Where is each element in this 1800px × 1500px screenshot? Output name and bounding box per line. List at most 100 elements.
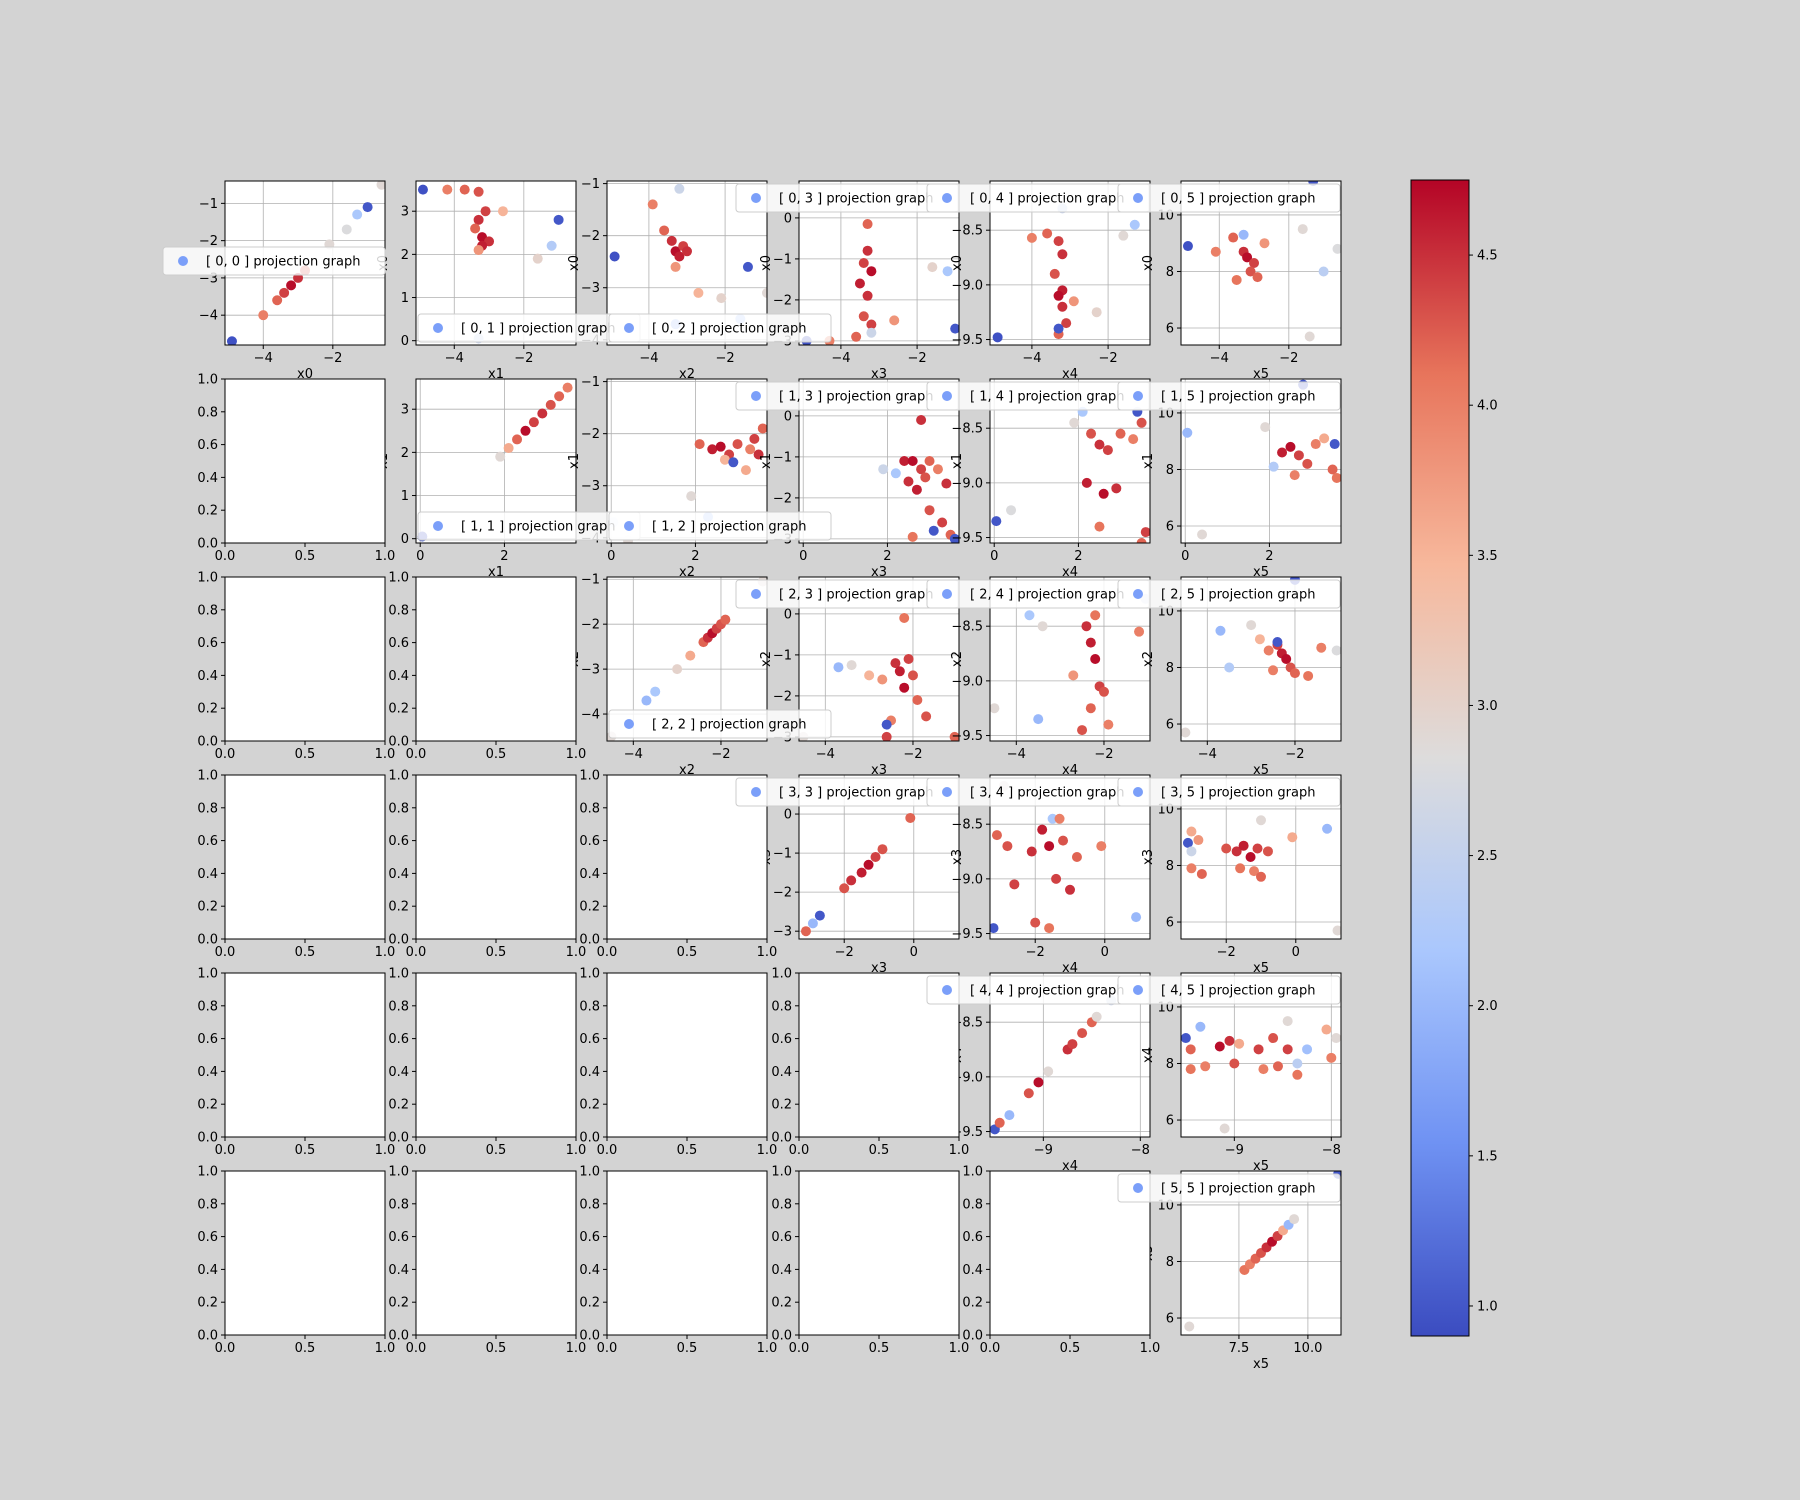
- scatter-point: [1262, 846, 1273, 857]
- scatter-point: [858, 258, 869, 268]
- scatter-point: [226, 336, 237, 345]
- scatter-point: [1004, 1110, 1015, 1121]
- y-axis-label: x0: [950, 255, 965, 271]
- scatter-point: [990, 703, 1000, 714]
- scatter-point: [807, 918, 818, 929]
- y-tick-label: 0.8: [579, 1197, 600, 1212]
- x-axis-label: x3: [871, 763, 887, 778]
- y-tick-label: 0.4: [388, 867, 409, 882]
- y-tick-label: 0.6: [771, 1230, 792, 1245]
- x-tick-label: −9: [1225, 1143, 1244, 1158]
- y-axis-label: x1: [950, 453, 965, 469]
- scatter-point: [362, 202, 373, 213]
- y-tick-label: 0.8: [388, 999, 409, 1014]
- scatter-point: [532, 253, 543, 264]
- y-tick-label: −1: [773, 252, 792, 267]
- x-tick-label: 1.0: [949, 1143, 970, 1158]
- scatter-point: [1195, 1021, 1206, 1032]
- scatter-points: [1182, 181, 1341, 342]
- scatter-point: [991, 516, 1002, 527]
- scatter-point: [1326, 1052, 1337, 1063]
- scatter-point: [1065, 884, 1075, 895]
- x-tick-label: −4: [831, 351, 850, 366]
- x-tick-label: 0.0: [789, 1143, 810, 1158]
- axes-frame: [989, 378, 1151, 544]
- plot-area: [416, 577, 576, 741]
- x-tick-label: 1.0: [1140, 1341, 1161, 1356]
- scatter-point: [1302, 458, 1313, 469]
- scatter-point: [932, 464, 943, 475]
- scatter-point: [1256, 815, 1266, 826]
- scatter-point: [1091, 307, 1102, 318]
- x-tick-label: −4: [1022, 351, 1041, 366]
- x-tick-label: −2: [1099, 351, 1118, 366]
- scatter-point: [480, 206, 491, 217]
- subplot-1-0: 0.0 0.5 1.0 0.0 0.2 0.4 0.6 0.8 1.0: [197, 373, 395, 565]
- scatter-point: [546, 240, 557, 251]
- scatter-point: [1238, 840, 1249, 851]
- colorbar-tick-label: 3.5: [1477, 549, 1498, 564]
- scatter-point: [1272, 1061, 1283, 1072]
- scatter-point: [1102, 445, 1113, 456]
- scatter-point: [473, 186, 484, 197]
- scatter-point: [732, 439, 743, 450]
- y-tick-label: 0.8: [771, 1197, 792, 1212]
- scatter-point: [417, 184, 428, 195]
- scatter-point: [1094, 439, 1105, 450]
- colorbar-tick-label: 4.5: [1477, 249, 1498, 264]
- legend-3-5: [ 3, 5 ] projection graph: [1117, 777, 1341, 807]
- y-tick-label: 0.8: [771, 999, 792, 1014]
- legend-1-2: [ 1, 2 ] projection graph: [608, 511, 832, 541]
- scatter-point: [866, 327, 877, 338]
- y-tick-label: −2: [581, 618, 600, 633]
- legend-label: [ 1, 5 ] projection graph: [1161, 390, 1315, 405]
- x-axis-label: x5: [1253, 961, 1269, 976]
- y-tick-label: 1: [401, 489, 409, 504]
- legend-label: [ 2, 4 ] projection graph: [970, 588, 1124, 603]
- scatter-point: [1091, 1011, 1102, 1022]
- y-tick-label: −4: [199, 309, 218, 324]
- scatter-point: [856, 867, 867, 878]
- x-tick-label: 0: [1181, 549, 1189, 564]
- legend-label: [ 2, 5 ] projection graph: [1161, 588, 1315, 603]
- legend-marker: [433, 521, 443, 531]
- axes-frame: [224, 576, 386, 742]
- scatter-point: [1043, 1066, 1054, 1077]
- legend-label: [ 4, 5 ] projection graph: [1161, 984, 1315, 999]
- axes-frame: [989, 774, 1151, 940]
- y-tick-label: −8.5: [951, 224, 983, 239]
- legend-label: [ 5, 5 ] projection graph: [1161, 1182, 1315, 1197]
- x-axis-label: x5: [1253, 565, 1269, 580]
- axes-frame: [989, 1170, 1151, 1336]
- axes-frame: [606, 378, 768, 544]
- y-tick-label: 0.8: [197, 405, 218, 420]
- legend-box: [1117, 183, 1341, 213]
- y-tick-label: 0.8: [197, 1197, 218, 1212]
- x-tick-label: 1.0: [375, 549, 396, 564]
- scatter-point: [1252, 843, 1263, 854]
- legend-label: [ 1, 1 ] projection graph: [461, 520, 615, 535]
- y-tick-label: 0.0: [388, 735, 409, 750]
- subplot-4-0: 0.0 0.5 1.0 0.0 0.2 0.4 0.6 0.8 1.0: [197, 967, 395, 1159]
- scatter-point: [1118, 230, 1129, 241]
- scatter-point: [1215, 625, 1226, 636]
- scatter-points: [990, 995, 1117, 1135]
- scatter-point: [686, 491, 697, 502]
- scatter-point: [1006, 505, 1017, 516]
- scatter-point: [1321, 1024, 1332, 1035]
- legend-label: [ 4, 4 ] projection graph: [970, 984, 1124, 999]
- y-tick-label: −3: [581, 281, 600, 296]
- y-axis-label: x3: [950, 849, 965, 865]
- scatter-point: [1229, 1058, 1240, 1069]
- scatter-point: [1197, 529, 1208, 540]
- x-tick-label: −2: [908, 351, 927, 366]
- scatter-points: [800, 812, 916, 937]
- scatter-point: [866, 266, 877, 277]
- legend-box: [162, 246, 386, 276]
- scatter-point: [877, 674, 888, 685]
- scatter-point: [740, 465, 751, 476]
- axes-frame: [224, 378, 386, 544]
- scatter-point: [1103, 719, 1114, 730]
- y-tick-label: 1.0: [197, 967, 218, 982]
